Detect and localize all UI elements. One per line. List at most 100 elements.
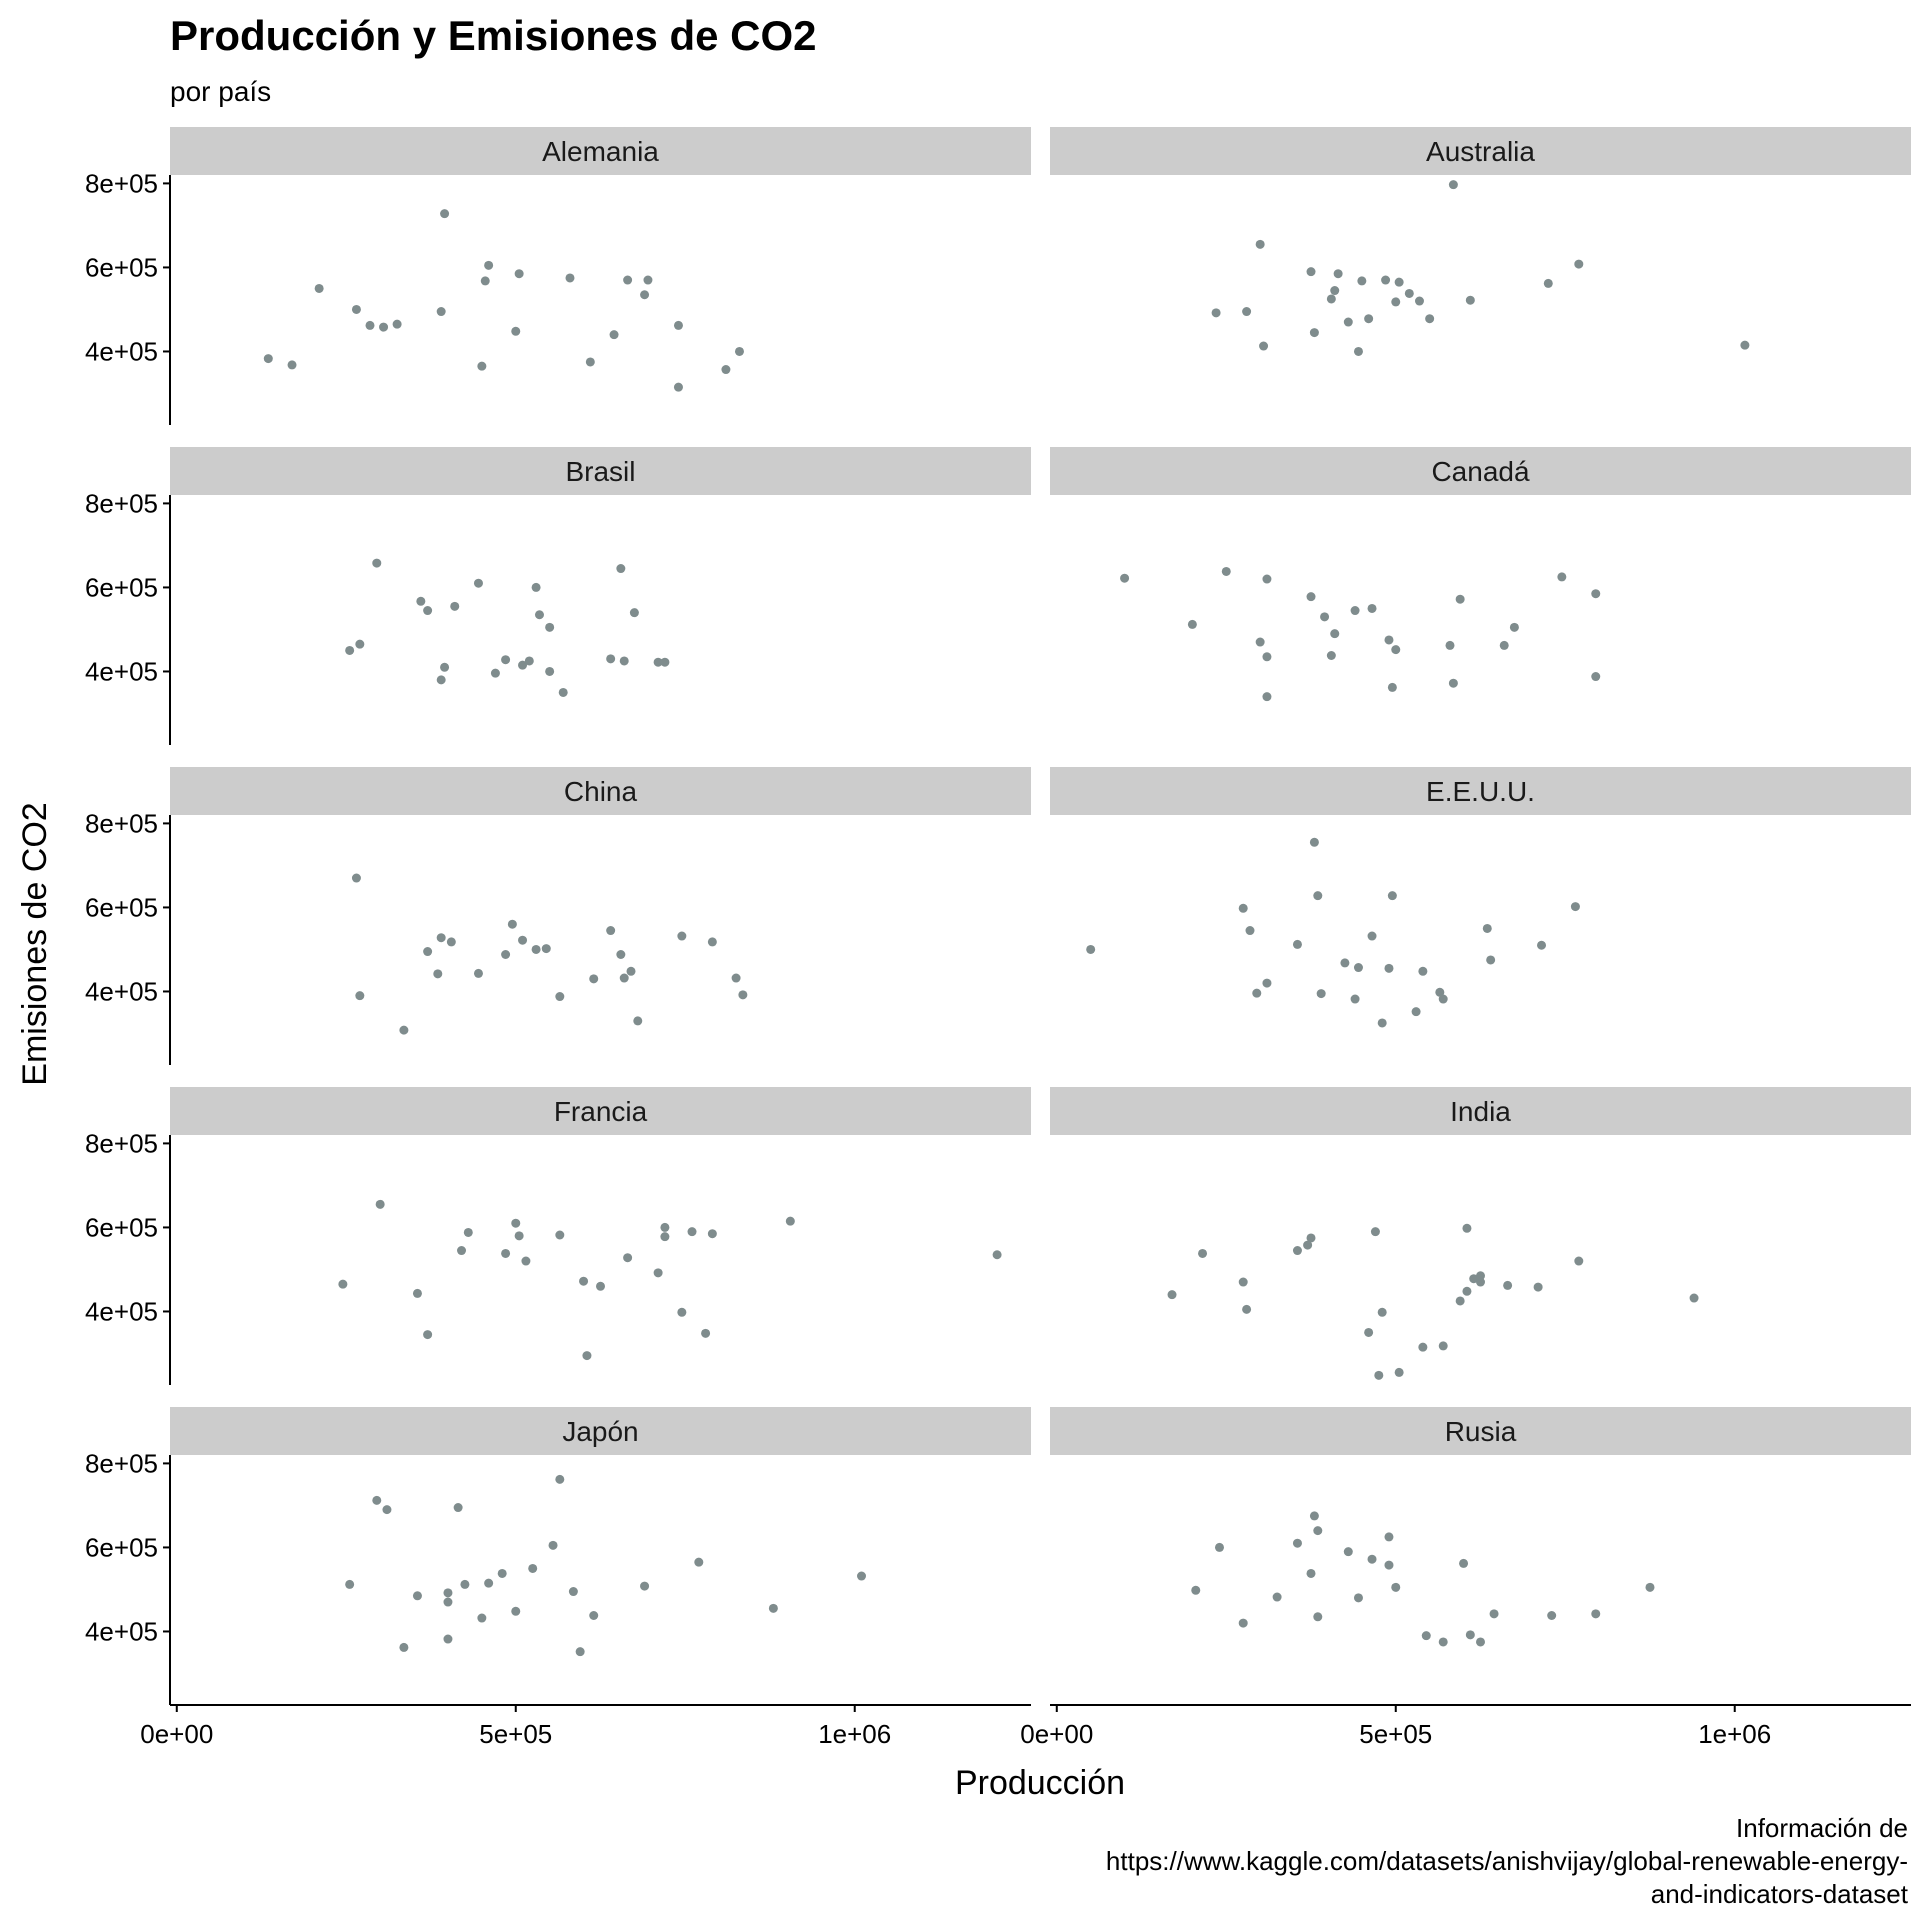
- data-point: [619, 656, 629, 666]
- data-point: [1503, 1280, 1513, 1290]
- data-point: [423, 1330, 433, 1340]
- data-point: [433, 969, 443, 979]
- data-point: [707, 937, 717, 947]
- facet-strip: [1050, 1407, 1911, 1455]
- data-point: [1306, 592, 1316, 602]
- data-point: [1486, 955, 1496, 965]
- data-point: [707, 1229, 717, 1239]
- data-point: [687, 1227, 697, 1237]
- data-point: [1259, 341, 1269, 351]
- data-point: [460, 1579, 470, 1589]
- data-point: [1353, 346, 1363, 356]
- facet-strip: [1050, 767, 1911, 815]
- facet-strip-label: Francia: [554, 1096, 648, 1127]
- data-point: [1367, 603, 1377, 613]
- data-point: [1333, 269, 1343, 279]
- data-point: [497, 1568, 507, 1578]
- data-point: [1387, 891, 1397, 901]
- data-point: [1309, 837, 1319, 847]
- data-point: [1191, 1585, 1201, 1595]
- data-point: [616, 564, 626, 574]
- data-point: [484, 260, 494, 270]
- data-point: [1591, 1609, 1601, 1619]
- data-point: [1384, 963, 1394, 973]
- data-point: [412, 1288, 422, 1298]
- data-point: [1187, 619, 1197, 629]
- data-point: [1394, 277, 1404, 287]
- data-point: [555, 1230, 565, 1240]
- data-point: [518, 660, 528, 670]
- data-point: [1238, 1618, 1248, 1628]
- data-point: [382, 1505, 392, 1515]
- data-point: [1411, 1007, 1421, 1017]
- data-point: [1645, 1582, 1655, 1592]
- data-point: [1455, 1296, 1465, 1306]
- y-tick-label: 4e+05: [85, 1296, 158, 1326]
- data-point: [1198, 1248, 1208, 1258]
- data-point: [1343, 1547, 1353, 1557]
- data-point: [1391, 297, 1401, 307]
- data-point: [1320, 612, 1330, 622]
- facet-strip: [1050, 1087, 1911, 1135]
- data-point: [673, 320, 683, 330]
- data-point: [528, 1563, 538, 1573]
- data-point: [1448, 180, 1458, 190]
- data-point: [1435, 987, 1445, 997]
- data-point: [531, 944, 541, 954]
- data-point: [1238, 903, 1248, 913]
- data-point: [1570, 902, 1580, 912]
- data-point: [1262, 574, 1272, 584]
- data-point: [477, 361, 487, 371]
- data-point: [1462, 1223, 1472, 1233]
- data-point: [1425, 314, 1435, 324]
- data-point: [1353, 963, 1363, 973]
- data-point: [677, 931, 687, 941]
- data-point: [555, 1474, 565, 1484]
- data-point: [640, 1581, 650, 1591]
- y-tick-label: 6e+05: [85, 892, 158, 922]
- data-point: [1221, 566, 1231, 576]
- data-point: [653, 1268, 663, 1278]
- data-point: [1242, 307, 1252, 317]
- data-point: [375, 1199, 385, 1209]
- data-point: [1384, 635, 1394, 645]
- data-point: [1394, 1367, 1404, 1377]
- data-point: [555, 992, 565, 1002]
- data-point: [338, 1279, 348, 1289]
- data-point: [345, 645, 355, 655]
- data-point: [596, 1281, 605, 1291]
- data-point: [545, 666, 555, 676]
- data-point: [1482, 923, 1492, 933]
- facet-strip-label: Rusia: [1445, 1416, 1517, 1447]
- data-point: [314, 283, 324, 293]
- data-point: [1414, 296, 1424, 306]
- data-point: [1404, 288, 1414, 298]
- data-point: [1476, 1637, 1485, 1647]
- data-point: [501, 949, 511, 959]
- data-point: [1543, 278, 1553, 288]
- data-point: [443, 1588, 453, 1598]
- data-point: [457, 1246, 467, 1256]
- data-point: [1364, 1327, 1374, 1337]
- data-point: [585, 357, 595, 367]
- facet-strip: [170, 1087, 1031, 1135]
- x-axis-title: Producción: [955, 1764, 1125, 1802]
- data-point: [416, 596, 426, 606]
- data-point: [501, 1248, 511, 1258]
- data-point: [1557, 572, 1567, 582]
- data-point: [1316, 989, 1326, 999]
- data-point: [1245, 926, 1255, 936]
- data-point: [531, 582, 541, 592]
- data-point: [1381, 275, 1391, 285]
- data-point: [579, 1276, 589, 1286]
- data-point: [1499, 640, 1509, 650]
- data-point: [1262, 652, 1272, 662]
- data-point: [1384, 1560, 1394, 1570]
- data-point: [582, 1351, 592, 1361]
- data-point: [372, 558, 382, 568]
- data-point: [1438, 1341, 1448, 1351]
- y-tick-label: 4e+05: [85, 976, 158, 1006]
- data-point: [480, 276, 490, 286]
- y-tick-label: 6e+05: [85, 572, 158, 602]
